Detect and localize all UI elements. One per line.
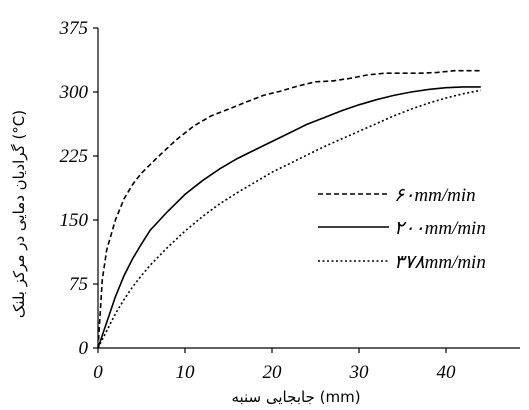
series-line-dotted xyxy=(97,89,481,349)
series-layer xyxy=(97,69,481,349)
x-tick-label: 0 xyxy=(93,362,103,383)
x-tick-label: 30 xyxy=(349,362,370,383)
legend-label: ۲۰۰mm/min xyxy=(394,218,486,239)
legend: ۶۰mm/min ۲۰۰mm/min ۳۷۸mm/min xyxy=(318,185,486,273)
x-tick-label: 10 xyxy=(176,362,196,383)
y-tick-label: 225 xyxy=(60,146,89,167)
x-tick-label: 20 xyxy=(263,362,283,383)
series-line-dashed xyxy=(97,69,481,349)
axes: 0 75 150 225 300 375 0 10 20 30 40 xyxy=(59,18,520,383)
x-axis-title: جابجایی سنبه (mm) xyxy=(231,388,360,406)
y-tick-label: 300 xyxy=(59,82,89,103)
y-tick-label: 150 xyxy=(60,210,89,231)
y-tick-label: 375 xyxy=(59,18,89,39)
x-tick-label: 40 xyxy=(437,362,457,383)
y-tick-label: 0 xyxy=(79,338,89,359)
series-line-solid xyxy=(97,86,481,349)
y-tick-label: 75 xyxy=(69,274,88,295)
legend-label: ۳۷۸mm/min xyxy=(394,252,486,273)
legend-label: ۶۰mm/min xyxy=(394,185,476,206)
y-axis-title: گرادیان دمایی در مرکز بلنک (°C) xyxy=(10,110,28,318)
